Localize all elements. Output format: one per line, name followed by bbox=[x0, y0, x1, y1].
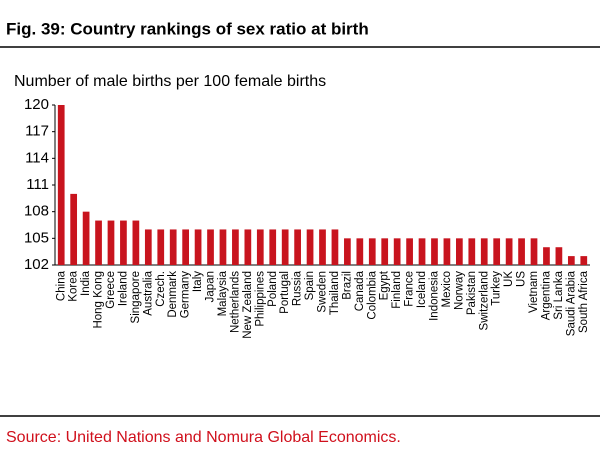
bar bbox=[555, 247, 563, 265]
bar bbox=[331, 229, 339, 265]
x-tick-label: Sweden bbox=[317, 271, 329, 313]
bar bbox=[144, 229, 152, 265]
x-tick-label: Brazil bbox=[341, 271, 353, 300]
bar bbox=[480, 238, 488, 265]
x-tick-label: Thailand bbox=[329, 271, 341, 315]
bar bbox=[406, 238, 413, 265]
bar bbox=[431, 238, 438, 265]
bar bbox=[543, 247, 550, 265]
x-tick-label: Italy bbox=[192, 271, 204, 292]
x-tick-label: Indonesia bbox=[429, 270, 441, 320]
x-tick-label: Saudi Arabia bbox=[565, 270, 577, 336]
x-tick-label: South Africa bbox=[578, 270, 590, 333]
x-tick-label: France bbox=[404, 271, 416, 307]
bar bbox=[57, 105, 65, 265]
y-tick-label: 105 bbox=[24, 229, 49, 246]
source-note: Source: United Nations and Nomura Global… bbox=[6, 429, 401, 446]
x-tick-label: Russia bbox=[292, 270, 304, 306]
x-tick-label: UK bbox=[503, 271, 515, 287]
x-tick-label: Spain bbox=[304, 271, 316, 300]
x-tick-label: Portugal bbox=[279, 271, 291, 314]
y-tick-label: 111 bbox=[26, 176, 49, 193]
bar bbox=[468, 238, 476, 265]
x-tick-label: Germany bbox=[180, 271, 192, 319]
x-tick-label: Sri Lanka bbox=[553, 270, 565, 319]
x-tick-label: Netherlands bbox=[229, 271, 241, 333]
bar bbox=[169, 229, 177, 265]
bar bbox=[493, 238, 501, 265]
x-tick-label: Pakistan bbox=[466, 271, 478, 315]
bar bbox=[269, 229, 277, 265]
bar bbox=[306, 229, 314, 265]
x-tick-label: Colombia bbox=[366, 270, 378, 319]
bar bbox=[530, 238, 538, 265]
chart-subtitle: Number of male births per 100 female bir… bbox=[14, 73, 326, 90]
bar bbox=[95, 220, 102, 265]
bar bbox=[443, 238, 451, 265]
x-tick-label: Turkey bbox=[491, 271, 503, 306]
bar bbox=[219, 229, 227, 265]
x-tick-label: New Zealand bbox=[242, 271, 254, 339]
bar bbox=[120, 220, 127, 265]
x-tick-label: Denmark bbox=[167, 271, 179, 318]
x-tick-label: Mexico bbox=[441, 271, 453, 307]
bar bbox=[232, 229, 239, 265]
x-tick-label: Vietnam bbox=[528, 271, 540, 313]
bar bbox=[157, 229, 165, 265]
x-tick-label: Greece bbox=[105, 271, 117, 309]
x-tick-label: Argentina bbox=[540, 270, 552, 320]
bar bbox=[356, 238, 364, 265]
bar bbox=[505, 238, 513, 265]
bar bbox=[418, 238, 426, 265]
x-tick-label: Hong Kong bbox=[93, 271, 105, 329]
bar bbox=[580, 256, 588, 265]
bar bbox=[456, 238, 463, 265]
x-tick-label: Norway bbox=[453, 271, 465, 310]
x-tick-label: Finland bbox=[391, 271, 403, 309]
x-tick-label: Canada bbox=[354, 270, 366, 311]
y-tick-label: 120 bbox=[24, 96, 49, 113]
x-tick-label: Philippines bbox=[254, 271, 266, 327]
bar bbox=[132, 220, 140, 265]
bar bbox=[344, 238, 351, 265]
bar bbox=[207, 229, 214, 265]
y-tick-label: 114 bbox=[25, 149, 49, 166]
y-tick-label: 117 bbox=[25, 123, 49, 140]
bar bbox=[256, 229, 264, 265]
x-tick-label: Singapore bbox=[130, 271, 142, 323]
bar bbox=[70, 193, 78, 265]
x-tick-label: Iceland bbox=[416, 271, 428, 308]
x-tick-label: Switzerland bbox=[478, 271, 490, 330]
y-tick-label: 108 bbox=[24, 203, 49, 220]
x-tick-label: Poland bbox=[267, 271, 279, 307]
bar bbox=[393, 238, 401, 265]
bar bbox=[244, 229, 252, 265]
x-tick-label: China bbox=[55, 270, 67, 301]
bar bbox=[567, 256, 575, 265]
chart-title: Fig. 39: Country rankings of sex ratio a… bbox=[6, 19, 369, 38]
bar bbox=[281, 229, 289, 265]
x-tick-label: India bbox=[80, 270, 92, 296]
x-tick-label: Ireland bbox=[117, 271, 129, 306]
x-tick-label: Korea bbox=[68, 270, 80, 301]
bar bbox=[182, 229, 189, 265]
bar bbox=[319, 229, 326, 265]
bar bbox=[518, 238, 525, 265]
bar bbox=[368, 238, 376, 265]
x-tick-label: Japan bbox=[205, 271, 217, 302]
bar bbox=[82, 211, 90, 265]
x-tick-label: Australia bbox=[142, 270, 154, 315]
bar bbox=[294, 229, 301, 265]
x-tick-label: US bbox=[516, 271, 528, 287]
bar bbox=[381, 238, 389, 265]
x-tick-label: Egypt bbox=[379, 270, 391, 300]
x-tick-label: Malaysia bbox=[217, 270, 229, 316]
bar bbox=[194, 229, 202, 265]
x-tick-label: Czech. bbox=[155, 271, 167, 307]
bar bbox=[107, 220, 115, 265]
y-tick-label: 102 bbox=[24, 256, 49, 273]
